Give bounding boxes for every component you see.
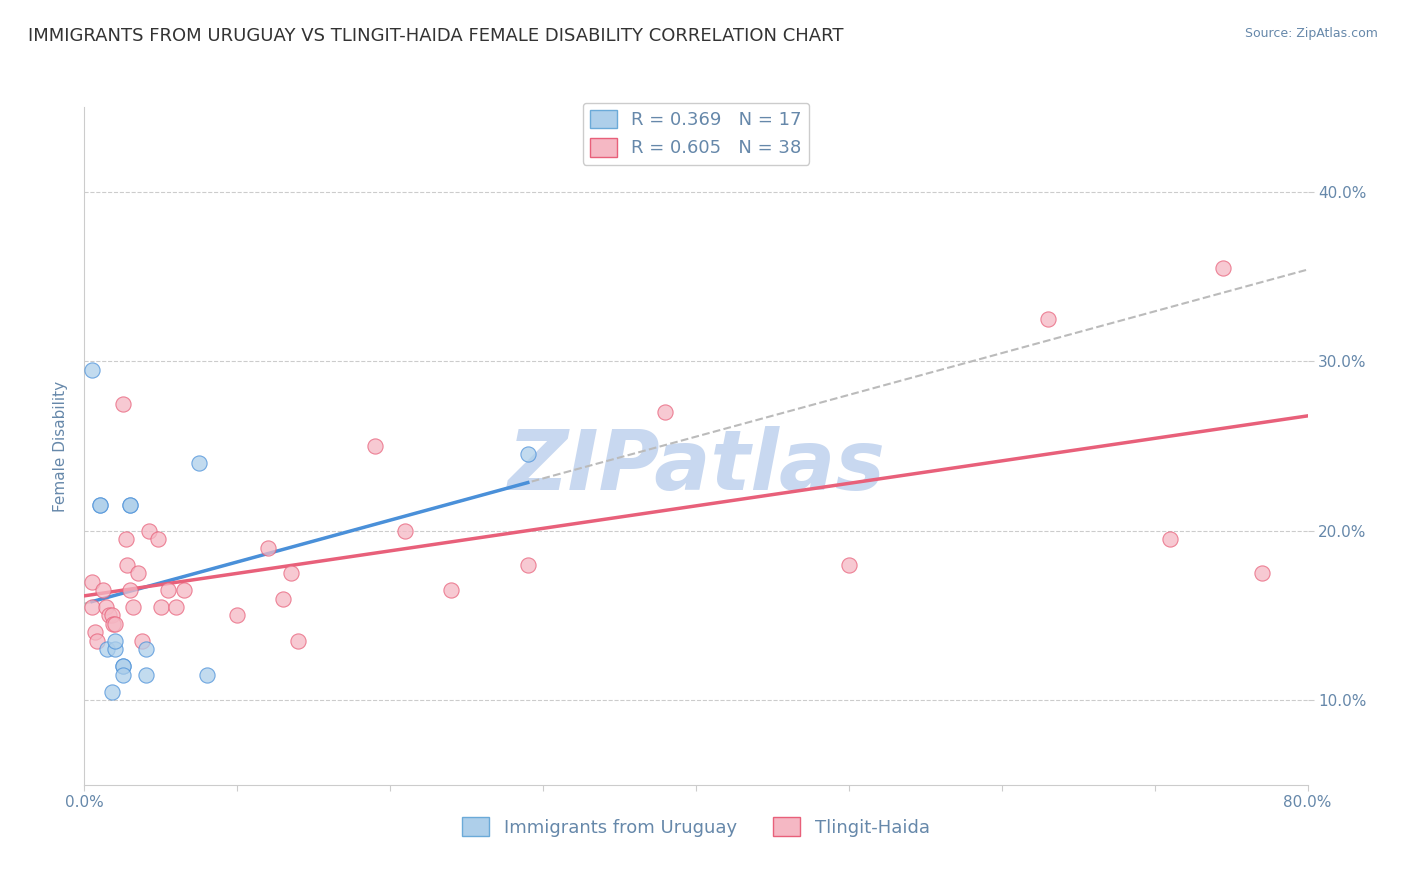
Point [80, 574, 103, 589]
Point [91, 583, 114, 598]
Point [80, 363, 103, 377]
Y-axis label: Female Disability: Female Disability [52, 380, 67, 512]
Point [195, 667, 218, 681]
Text: IMMIGRANTS FROM URUGUAY VS TLINGIT-HAIDA FEMALE DISABILITY CORRELATION CHART: IMMIGRANTS FROM URUGUAY VS TLINGIT-HAIDA… [28, 27, 844, 45]
Point [80, 599, 103, 614]
Point [86, 633, 108, 648]
Point [89, 498, 111, 512]
Point [1212, 261, 1234, 276]
Point [104, 642, 127, 657]
Point [120, 498, 142, 512]
Point [114, 532, 136, 546]
Point [115, 558, 138, 572]
Point [271, 591, 294, 606]
Point [1250, 566, 1272, 581]
Point [654, 405, 676, 419]
Point [838, 558, 860, 572]
Point [287, 633, 309, 648]
Point [96, 642, 118, 657]
Point [131, 633, 153, 648]
Point [104, 633, 127, 648]
Point [120, 583, 142, 598]
Text: Source: ZipAtlas.com: Source: ZipAtlas.com [1244, 27, 1378, 40]
Point [364, 439, 387, 453]
Point [103, 617, 125, 632]
Point [104, 617, 127, 632]
Point [257, 541, 280, 555]
Point [157, 583, 180, 598]
Point [226, 608, 249, 623]
Point [97, 608, 120, 623]
Point [1036, 312, 1059, 326]
Point [135, 642, 157, 657]
Point [122, 599, 145, 614]
Text: ZIPatlas: ZIPatlas [508, 425, 884, 507]
Point [120, 498, 142, 512]
Point [111, 659, 134, 673]
Point [89, 498, 111, 512]
Point [440, 583, 463, 598]
Point [135, 667, 157, 681]
Point [173, 583, 195, 598]
Point [84, 625, 107, 640]
Point [111, 667, 134, 681]
Point [127, 566, 149, 581]
Point [516, 447, 538, 462]
Point [149, 599, 172, 614]
Point [394, 524, 416, 538]
Point [138, 524, 160, 538]
Point [516, 558, 538, 572]
Point [146, 532, 169, 546]
Legend: Immigrants from Uruguay, Tlingit-Haida: Immigrants from Uruguay, Tlingit-Haida [456, 810, 936, 844]
Point [101, 608, 124, 623]
Point [111, 659, 134, 673]
Point [94, 599, 117, 614]
Point [111, 396, 134, 410]
Point [280, 566, 302, 581]
Point [188, 456, 211, 470]
Point [1159, 532, 1181, 546]
Point [165, 599, 187, 614]
Point [101, 685, 124, 699]
